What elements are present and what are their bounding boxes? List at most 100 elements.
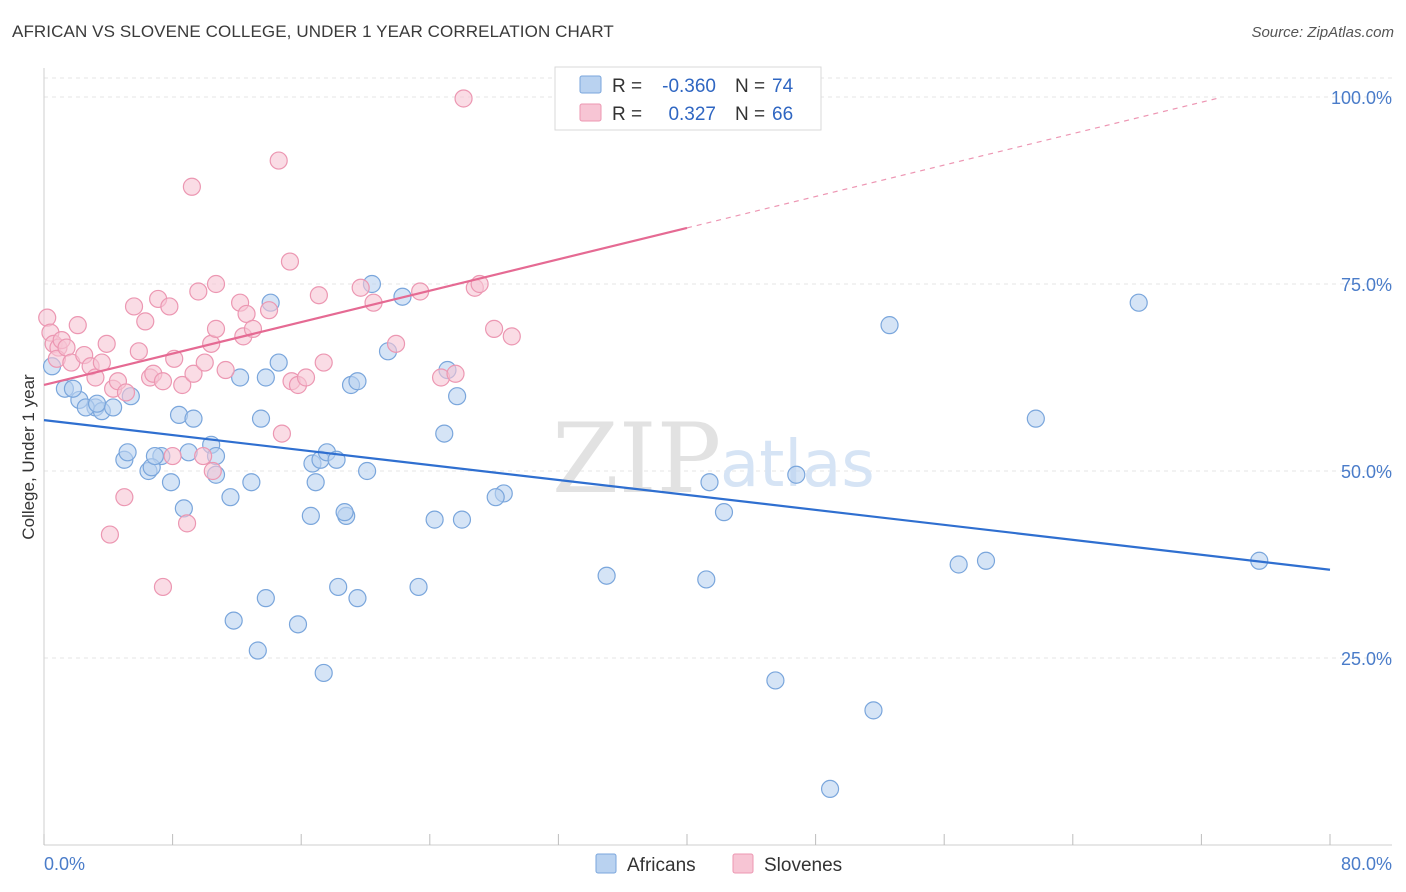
africans-point [231,368,250,387]
africans-point [700,473,719,492]
x-tick-label-min: 0.0% [44,854,85,874]
y-axis-label: College, Under 1 year [19,374,38,540]
africans-series-swatch [595,853,617,874]
slovenes-point [182,177,201,196]
legend-r-value-africans: -0.360 [662,76,716,97]
slovenes-point [314,353,333,372]
slovenes-point [485,319,504,338]
africans-point [161,473,181,492]
slovenes-point [124,297,144,316]
slovenes-point [136,312,155,331]
africans-point [242,473,261,492]
slovenes-point [296,368,316,387]
slovenes-trendline-extension [686,97,1218,229]
stats-legend: R = -0.360 N = 74 R = 0.327 N = 66 [554,66,822,131]
slovenes-point [153,577,173,597]
africans-point [486,488,505,507]
chart-title: AFRICAN VS SLOVENE COLLEGE, UNDER 1 YEAR… [12,22,614,41]
slovenes-point [38,308,57,327]
watermark-atlas: atlas [720,428,875,502]
x-tick-label-max: 80.0% [1341,854,1392,874]
slovenes-point [216,360,235,380]
africans-point [256,368,275,387]
slovenes-point [259,301,279,320]
legend-r-label-africans: R = [612,76,642,97]
africans-point [251,409,271,428]
africans-point [301,506,320,525]
legend-n-value-slovenes: 66 [772,104,793,125]
africans-point [864,701,883,720]
africans-point [221,488,240,507]
slovenes-point [206,274,226,294]
africans-point [880,316,899,335]
africans-point [288,615,308,634]
legend-r-label-slovenes: R = [612,104,642,125]
y-tick-labels: 25.0% 50.0% 75.0% 100.0% [1331,88,1392,669]
africans-point [435,424,454,443]
africans-point [306,473,325,492]
slovenes-point [129,342,148,361]
africans-point [1026,409,1045,428]
slovenes-point [351,278,370,297]
slovenes-point [160,297,179,316]
slovenes-point [206,319,226,338]
africans-point [358,461,377,481]
africans-point [329,577,348,597]
africans-point [787,465,806,484]
slovenes-point [163,446,182,466]
slovenes-point [100,525,120,544]
africans-point [1129,293,1148,312]
slovenes-point [269,151,288,170]
africans-trendline [43,419,1331,571]
slovenes-legend-swatch [579,103,602,122]
legend-r-value-slovenes: 0.327 [668,104,716,125]
slovenes-point [446,364,465,383]
africans-point [409,577,428,597]
slovenes-points [38,89,521,597]
legend-n-label-africans: N = [735,76,765,97]
grid-lines [44,77,1392,659]
y-tick-label: 100.0% [1331,88,1392,108]
slovenes-series-label: Slovenes [764,855,842,876]
axes [43,68,1392,846]
slovenes-point [116,383,136,402]
africans-legend-swatch [579,75,602,94]
africans-point [269,353,288,372]
africans-point [248,641,267,660]
slovenes-point [153,372,173,391]
slovenes-point [184,364,203,383]
legend-n-value-africans: 74 [772,76,794,97]
africans-point [87,394,107,413]
africans-point [63,379,83,398]
slovenes-point [189,282,208,301]
africans-point [224,611,243,630]
africans-point [256,589,275,608]
africans-point [949,555,968,574]
africans-point [335,503,354,522]
x-axis-ticks [43,834,1331,845]
slovenes-trendline [43,226,688,387]
africans-point [145,446,165,466]
africans-point [820,779,840,799]
legend-n-label-slovenes: N = [735,104,765,125]
trend-lines [43,97,1331,571]
slovenes-point [97,334,116,353]
africans-point [174,499,193,518]
africans-point [448,387,467,406]
africans-point [597,566,616,585]
y-tick-label: 50.0% [1341,462,1392,482]
slovenes-point [194,446,213,466]
y-tick-label: 75.0% [1341,275,1392,295]
africans-point [766,671,785,690]
africans-point [118,443,137,462]
africans-point [348,589,367,608]
africans-point [697,570,716,589]
africans-point [976,551,996,570]
africans-point [184,409,203,428]
africans-point [314,663,333,683]
slovenes-point [237,304,256,324]
chart-source: Source: ZipAtlas.com [1251,24,1394,41]
slovenes-point [272,424,292,443]
africans-point [348,372,367,391]
